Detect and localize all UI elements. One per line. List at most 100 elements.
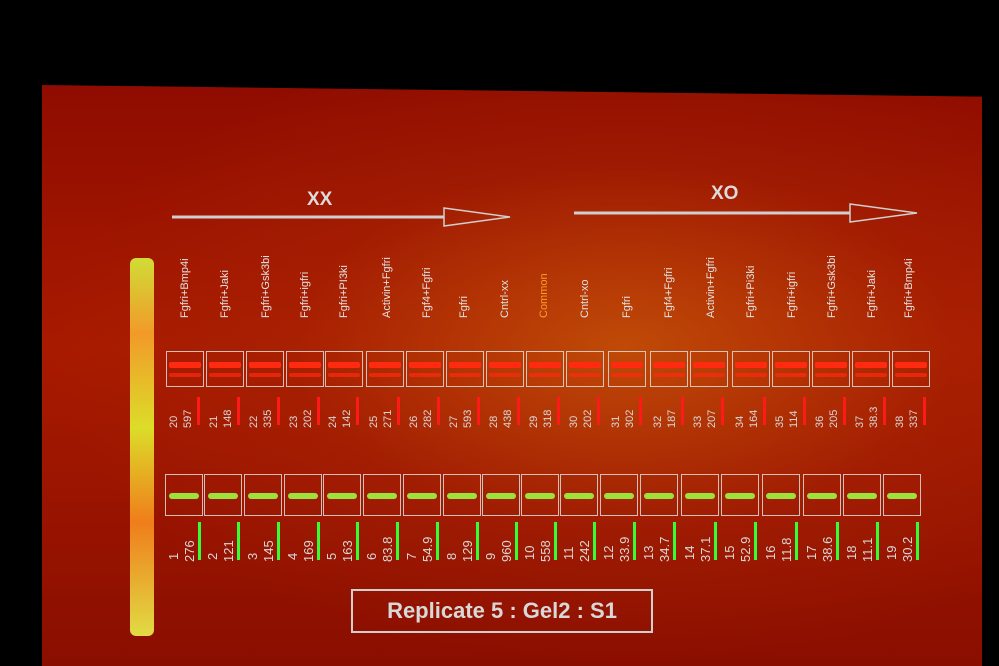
green-value: 54.9	[420, 536, 435, 562]
red-band	[693, 373, 725, 377]
lane-label: Fgfri+Gsk3bi	[260, 255, 272, 318]
green-value: 11.8	[779, 537, 794, 562]
red-value: 202	[302, 409, 314, 428]
red-band	[289, 373, 321, 377]
green-value: 11.1	[860, 537, 875, 562]
red-band	[529, 373, 561, 377]
green-lane-id: 9	[483, 552, 498, 560]
green-band-box	[843, 474, 881, 516]
lane-label: Fgfri+Pi3ki	[745, 265, 757, 318]
green-indicator	[356, 522, 359, 560]
red-lane-id: 29	[528, 415, 540, 428]
green-band	[486, 493, 516, 499]
green-value: 30.2	[900, 536, 915, 562]
green-band	[807, 493, 837, 499]
red-band-box	[366, 351, 404, 387]
red-lane-id: 34	[734, 415, 746, 428]
red-band	[169, 362, 201, 368]
red-band-box	[650, 351, 688, 387]
green-lane-id: 2	[205, 552, 220, 560]
green-band-box	[244, 474, 282, 516]
red-value: 205	[828, 409, 840, 428]
green-value: 33.9	[617, 536, 632, 562]
lane-label: Cntrl-xx	[499, 280, 511, 318]
group-label-xo: XO	[711, 183, 739, 204]
green-band	[887, 493, 917, 499]
lane-label: Activin+Fgfri	[705, 257, 717, 318]
red-lane-id: 31	[610, 415, 622, 428]
red-value: 202	[582, 409, 594, 428]
red-value: 282	[422, 409, 434, 428]
green-lane-id: 11	[561, 546, 576, 561]
green-band-box	[721, 474, 759, 516]
red-indicator	[317, 397, 320, 425]
green-band	[525, 493, 555, 499]
red-band-box	[852, 351, 890, 387]
green-indicator	[237, 522, 240, 560]
green-indicator	[317, 522, 320, 560]
red-band-box	[690, 351, 728, 387]
red-band-box	[772, 351, 810, 387]
green-band-box	[560, 474, 598, 516]
lane-label: Fgf4+Fgfri	[663, 267, 675, 318]
red-lane-id: 26	[408, 415, 420, 428]
red-band	[409, 362, 441, 368]
red-lane-id: 24	[327, 415, 339, 428]
red-indicator	[923, 397, 926, 425]
green-band-box	[883, 474, 921, 516]
red-value: 438	[502, 409, 514, 428]
green-band-box	[165, 474, 203, 516]
green-indicator	[515, 522, 518, 560]
red-lane-id: 23	[288, 415, 300, 428]
green-lane-id: 1	[166, 552, 181, 560]
green-lane-id: 13	[641, 545, 656, 560]
lane-label: Cntrl-xo	[579, 279, 591, 318]
green-band	[685, 493, 715, 499]
green-indicator	[836, 522, 839, 560]
red-band	[735, 373, 767, 377]
red-lane-id: 25	[368, 415, 380, 428]
red-value: 148	[222, 409, 234, 428]
green-band	[766, 493, 796, 499]
lane-label: Fgfri+Bmp4i	[903, 258, 915, 318]
red-band	[369, 373, 401, 377]
green-band-box	[204, 474, 242, 516]
green-band-box	[600, 474, 638, 516]
red-band	[653, 362, 685, 368]
lane-label: Fgfri+igfri	[786, 271, 798, 318]
red-indicator	[277, 397, 280, 425]
ladder-lane	[130, 258, 154, 636]
red-indicator	[437, 397, 440, 425]
red-lane-id: 38	[894, 415, 906, 428]
red-lane-id: 30	[568, 415, 580, 428]
lane-label: Fgfri+Gsk3bi	[826, 255, 838, 318]
red-band	[209, 373, 241, 377]
green-value: 83.8	[380, 536, 395, 562]
red-value: 597	[182, 409, 194, 428]
green-band-box	[482, 474, 520, 516]
lane-label: Fgfri+igfri	[299, 271, 311, 318]
green-band	[447, 493, 477, 499]
red-value: 114	[788, 410, 800, 428]
green-indicator	[916, 522, 919, 560]
red-band-box	[812, 351, 850, 387]
red-value: 302	[624, 409, 636, 428]
red-band	[249, 362, 281, 368]
red-lane-id: 27	[448, 415, 460, 428]
green-indicator	[277, 522, 280, 560]
green-lane-id: 3	[245, 552, 260, 560]
red-band	[895, 373, 927, 377]
xo-arrow	[574, 203, 918, 223]
red-indicator	[237, 397, 240, 425]
green-lane-id: 5	[324, 552, 339, 560]
lane-label: Fgf4+Fgfri	[421, 267, 433, 318]
red-band	[328, 362, 360, 368]
red-band	[775, 362, 807, 368]
green-band	[288, 493, 318, 499]
green-lane-id: 6	[364, 552, 379, 560]
green-lane-id: 17	[804, 545, 819, 560]
green-band-box	[681, 474, 719, 516]
red-value: 593	[462, 409, 474, 428]
green-band	[169, 493, 199, 499]
